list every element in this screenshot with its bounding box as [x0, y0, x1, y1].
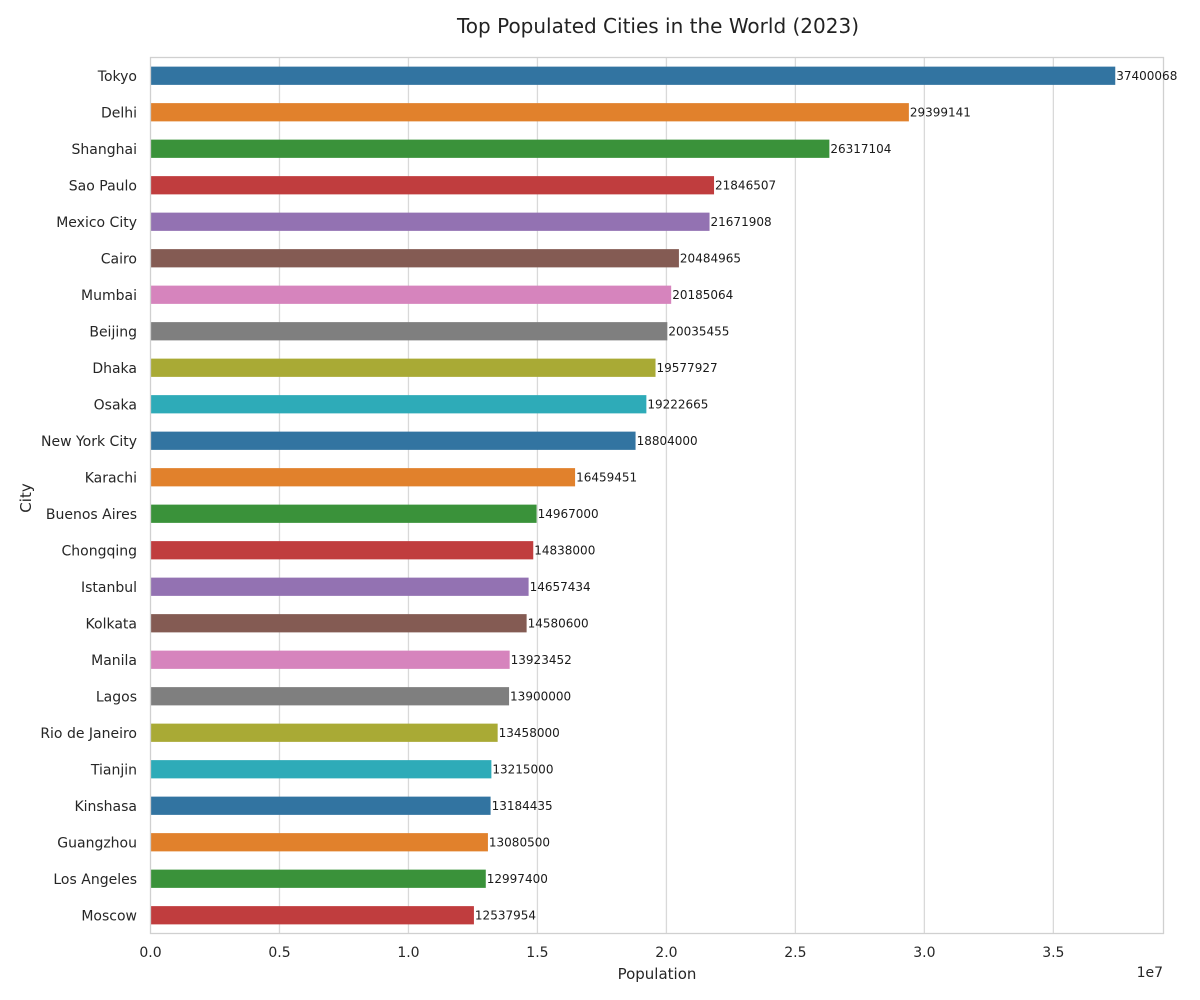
bar — [150, 760, 492, 779]
bar-value-label: 21846507 — [715, 178, 776, 192]
y-tick-label: Moscow — [81, 908, 137, 924]
bar — [150, 687, 510, 706]
plot-frame — [149, 56, 1165, 935]
bar — [150, 212, 710, 231]
bar — [150, 431, 636, 450]
bar-value-label: 26317104 — [830, 142, 891, 156]
bar-value-label: 18804000 — [637, 434, 698, 448]
y-tick-label: Manila — [91, 653, 137, 669]
bar-value-label: 19577927 — [657, 361, 718, 375]
x-axis-label: Population — [618, 965, 697, 983]
bar — [150, 468, 576, 487]
bar-value-label: 12537954 — [475, 908, 536, 922]
y-tick-label: Kolkata — [86, 616, 137, 632]
bar — [150, 103, 909, 122]
bar — [150, 796, 491, 815]
y-tick-label: Buenos Aires — [46, 507, 137, 523]
bar-value-label: 13080500 — [489, 835, 550, 849]
bar — [150, 322, 668, 341]
y-tick-label: Karachi — [85, 470, 137, 486]
bar — [150, 66, 1116, 85]
bar-value-label: 14657434 — [530, 580, 591, 594]
bar — [150, 614, 527, 633]
bar-value-label: 20484965 — [680, 251, 741, 265]
y-tick-label: Los Angeles — [53, 872, 137, 888]
bar-value-label: 13900000 — [510, 689, 571, 703]
y-tick-label: Kinshasa — [74, 799, 137, 815]
bar — [150, 906, 474, 925]
y-tick-label: Sao Paulo — [69, 178, 137, 194]
y-tick-label: Chongqing — [61, 543, 137, 559]
bar — [150, 395, 647, 414]
bar-value-label: 20185064 — [672, 288, 733, 302]
y-tick-label: Beijing — [89, 324, 137, 340]
y-tick-labels: Tokyo Delhi Shanghai Sao Paulo Mexico City Ca… — [40, 69, 137, 925]
chart-title: Top Populated Cities in the World (2023) — [456, 14, 859, 38]
bar-value-label: 19222665 — [647, 397, 708, 411]
bar — [150, 504, 537, 523]
bar — [150, 723, 498, 742]
x-tick-label: 3.5 — [1042, 945, 1064, 961]
bar — [150, 650, 510, 669]
y-tick-label: Delhi — [101, 105, 137, 121]
x-tick-label: 1.0 — [397, 945, 419, 961]
bar-value-label: 37400068 — [1116, 69, 1177, 83]
x-tick-label: 0.5 — [268, 945, 290, 961]
y-tick-label: Shanghai — [72, 142, 137, 158]
y-tick-label: Cairo — [101, 251, 137, 267]
y-tick-label: New York City — [41, 434, 137, 450]
bar-value-label: 16459451 — [576, 470, 637, 484]
bar-value-label: 14967000 — [538, 507, 599, 521]
bar-value-label: 13923452 — [511, 653, 572, 667]
x-tick-labels: 0.0 0.5 1.0 1.5 2.0 2.5 3.0 3.5 — [139, 945, 1064, 961]
bar — [150, 176, 715, 195]
y-tick-label: Rio de Janeiro — [40, 726, 137, 742]
y-tick-label: Mexico City — [56, 215, 137, 231]
bar-value-label: 13458000 — [499, 726, 560, 740]
y-axis-label: City — [17, 483, 35, 513]
y-tick-label: Mumbai — [81, 288, 137, 304]
gridlines — [278, 57, 1055, 934]
bar — [150, 577, 529, 596]
bar-value-label: 21671908 — [711, 215, 772, 229]
bar-value-label: 13184435 — [492, 799, 553, 813]
y-tick-label: Tianjin — [90, 762, 137, 778]
bars — [150, 66, 1116, 925]
y-tick-label: Lagos — [96, 689, 137, 705]
x-tick-label: 2.0 — [655, 945, 677, 961]
y-tick-label: Dhaka — [92, 361, 137, 377]
x-tick-label: 3.0 — [913, 945, 935, 961]
bar — [150, 869, 486, 888]
y-tick-label: Guangzhou — [57, 835, 137, 851]
x-tick-label: 2.5 — [784, 945, 806, 961]
bar — [150, 285, 672, 304]
x-tick-label: 0.0 — [139, 945, 161, 961]
bar-value-label: 29399141 — [910, 105, 971, 119]
bar-value-label: 12997400 — [487, 872, 548, 886]
bar — [150, 833, 488, 852]
bar — [150, 358, 656, 377]
bar — [150, 541, 534, 560]
y-tick-label: Istanbul — [81, 580, 137, 596]
y-tick-label: Osaka — [94, 397, 137, 413]
bar-value-labels: 37400068 29399141 26317104 21846507 21671908… — [475, 69, 1177, 923]
bar — [150, 139, 830, 158]
x-tick-label: 1.5 — [526, 945, 548, 961]
bar-value-label: 14580600 — [528, 616, 589, 630]
bar-value-label: 13215000 — [492, 762, 553, 776]
bar-value-label: 14838000 — [534, 543, 595, 557]
bar-value-label: 20035455 — [668, 324, 729, 338]
y-tick-label: Tokyo — [97, 69, 137, 85]
x-axis-offset-label: 1e7 — [1137, 965, 1163, 981]
bar — [150, 249, 679, 268]
